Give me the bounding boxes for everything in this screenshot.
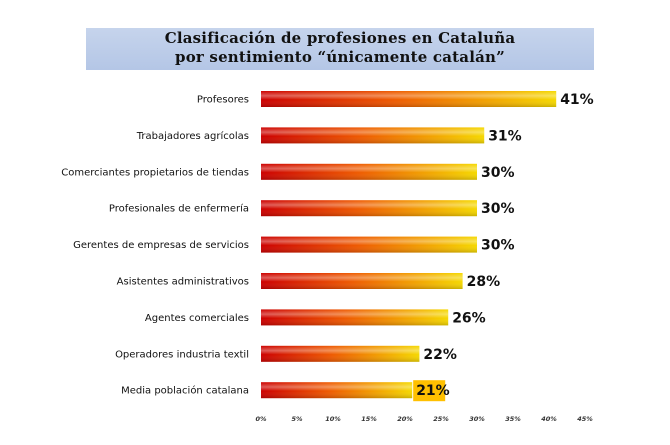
bar-shine	[261, 91, 557, 107]
bar-shine	[261, 309, 449, 326]
x-tick-label: 20%	[397, 415, 413, 423]
x-tick-label: 40%	[541, 415, 557, 423]
category-label: Profesionales de enfermería	[109, 203, 249, 215]
category-label: Comerciantes propietarios de tiendas	[61, 167, 249, 178]
category-label: Agentes comerciales	[145, 313, 249, 324]
x-tick-label: 30%	[469, 415, 485, 423]
value-label: 31%	[488, 128, 522, 144]
category-label: Asistentes administrativos	[117, 277, 249, 288]
bar-shine	[261, 127, 485, 144]
bar-shine	[261, 236, 477, 253]
category-label: Profesores	[197, 95, 249, 106]
value-highlight-box	[413, 380, 446, 402]
chart-title-band: Clasificación de profesiones en Cataluña…	[86, 28, 594, 70]
value-label: 26%	[452, 310, 486, 326]
bar-shine	[261, 163, 477, 180]
value-label: 30%	[481, 238, 515, 254]
value-label: 28%	[467, 274, 501, 290]
category-label: Trabajadores agrícolas	[136, 130, 249, 142]
x-tick-label: 25%	[433, 415, 449, 423]
x-tick-label: 10%	[325, 415, 341, 423]
value-label: 22%	[423, 347, 457, 363]
value-label: 30%	[481, 165, 515, 181]
x-tick-label: 45%	[577, 415, 593, 423]
category-label: Gerentes de empresas de servicios	[73, 240, 249, 251]
value-label: 41%	[560, 92, 594, 108]
x-tick-label: 0%	[255, 415, 267, 423]
value-label: 30%	[481, 201, 515, 217]
value-label: 21%	[416, 383, 450, 399]
bar-shine	[261, 382, 413, 399]
bar-shine	[261, 345, 420, 362]
category-label: Operadores industria textil	[115, 349, 249, 360]
x-tick-label: 5%	[291, 415, 303, 423]
category-label: Media población catalana	[121, 385, 249, 397]
chart-title-line-2: por sentimiento “únicamente catalán”	[175, 48, 505, 66]
x-tick-label: 35%	[505, 415, 521, 423]
bar-shine	[261, 200, 477, 217]
bar-shine	[261, 273, 463, 289]
x-tick-label: 15%	[361, 415, 377, 423]
chart-title-line-1: Clasificación de profesiones en Cataluña	[164, 29, 516, 47]
